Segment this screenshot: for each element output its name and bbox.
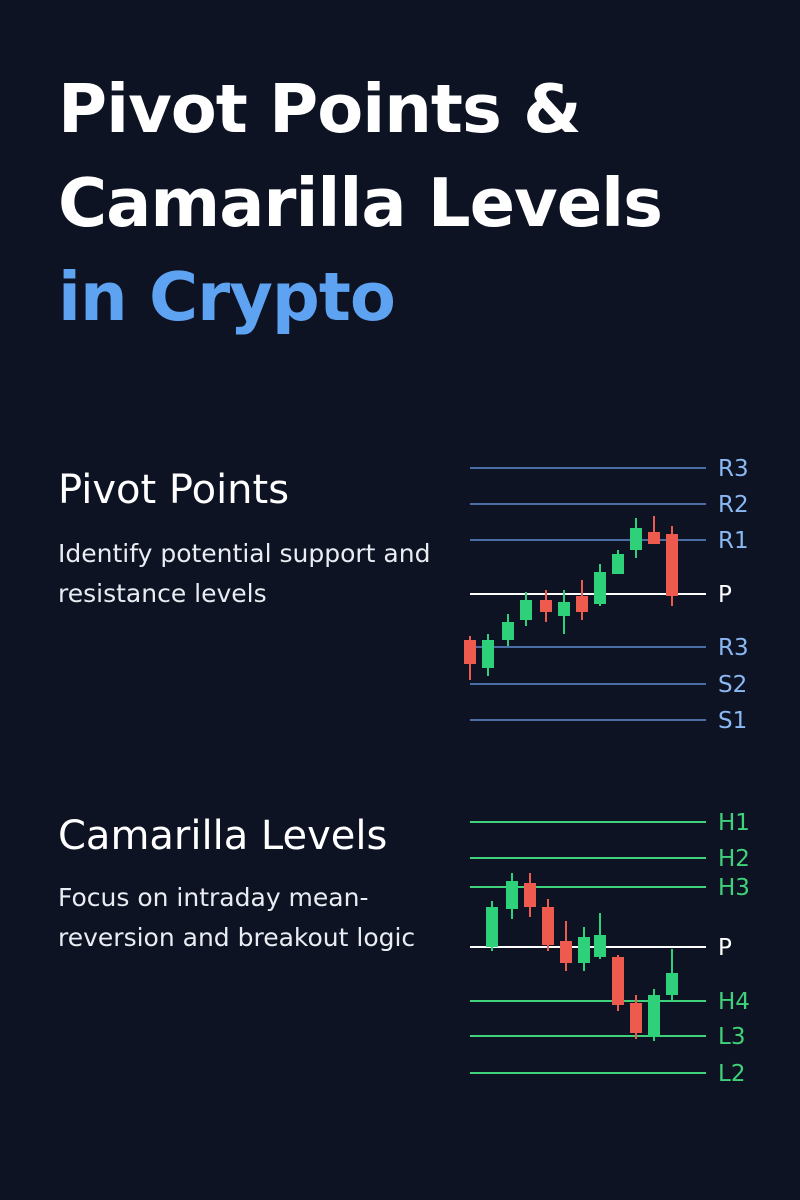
pivot-candle (576, 580, 588, 620)
camarilla-level-label: L2 (718, 1061, 745, 1087)
camarilla-chart-svg: H1 H2 H3 P H4 L3 L2 (470, 810, 750, 1087)
camarilla-level-label: P (718, 935, 732, 961)
pivot-chart-svg: R3 R2 R1 P R3 S2 S1 (464, 456, 749, 734)
camarilla-candle (578, 927, 590, 971)
camarilla-candle (594, 913, 606, 959)
camarilla-level-label: H4 (718, 989, 750, 1015)
pivot-candle (540, 590, 552, 622)
camarilla-candle (666, 949, 678, 1001)
pivot-candle (520, 592, 532, 626)
pivot-candle (630, 518, 642, 558)
camarilla-candle (542, 899, 554, 951)
camarilla-level-label: L3 (718, 1024, 745, 1050)
pivot-candle (666, 526, 678, 606)
pivot-points-description: Identify potential support and resistanc… (58, 539, 431, 608)
pivot-candle (502, 614, 514, 646)
pivot-candle (594, 564, 606, 606)
pivot-candle (558, 590, 570, 634)
camarilla-candle (612, 955, 624, 1011)
camarilla-candle (486, 901, 498, 951)
pivot-level-label: S1 (718, 708, 747, 734)
camarilla-candle (630, 995, 642, 1039)
pivot-level-label: S2 (718, 672, 747, 698)
pivot-level-label: R2 (718, 492, 749, 518)
pivot-level-label: P (718, 582, 732, 608)
title-line-1: Pivot Points & (58, 70, 582, 148)
pivot-candle (482, 634, 494, 676)
camarilla-level-label: H2 (718, 846, 750, 872)
camarilla-candle (560, 921, 572, 971)
camarilla-candle (524, 873, 536, 917)
pivot-candle (464, 636, 476, 680)
camarilla-level-label: H3 (718, 875, 750, 901)
pivot-points-heading: Pivot Points (58, 467, 290, 513)
pivot-level-label: R1 (718, 528, 749, 554)
title-line-3: in Crypto (58, 258, 396, 336)
pivot-candle (648, 516, 660, 544)
camarilla-levels-description: Focus on intraday mean-reversion and bre… (58, 883, 416, 952)
camarilla-candle (648, 989, 660, 1041)
pivot-candle (612, 550, 624, 574)
title-line-2: Camarilla Levels (58, 164, 663, 242)
camarilla-level-label: H1 (718, 810, 750, 836)
pivot-level-label: R3 (718, 456, 749, 482)
camarilla-candle (506, 873, 518, 919)
pivot-points-chart: R3 R2 R1 P R3 S2 S1 (460, 440, 800, 740)
camarilla-levels-chart: H1 H2 H3 P H4 L3 L2 (460, 795, 800, 1095)
pivot-level-label: R3 (718, 635, 749, 661)
page-title: Pivot Points & Camarilla Levels in Crypt… (58, 62, 663, 344)
camarilla-levels-heading: Camarilla Levels (58, 813, 388, 859)
